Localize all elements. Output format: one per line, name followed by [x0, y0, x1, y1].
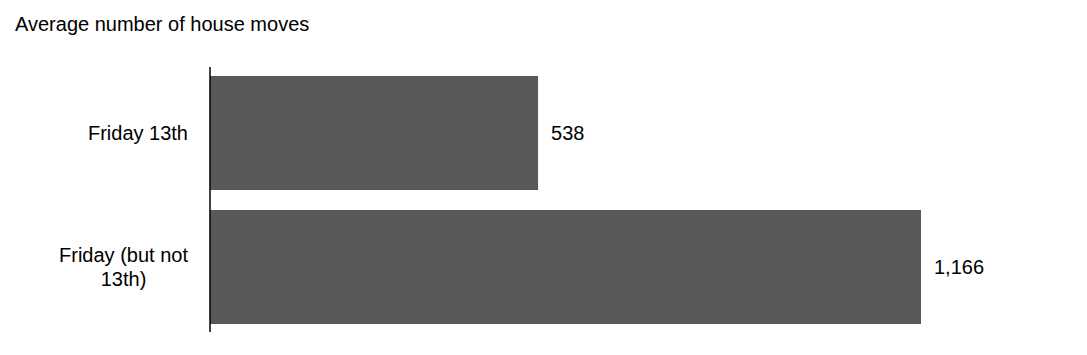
category-label-line: Friday (but not — [59, 244, 188, 266]
category-label-line: Friday 13th — [88, 122, 188, 144]
category-label-line: 13th) — [101, 268, 147, 290]
bars — [210, 76, 921, 324]
category-label: Friday 13th — [88, 122, 188, 144]
bar — [210, 76, 538, 190]
data-label: 538 — [551, 122, 584, 144]
title: Average number of house moves — [15, 13, 309, 35]
chart: Average number of house moves 538 1,166 Fri… — [0, 0, 1087, 355]
y-axis-line — [209, 67, 211, 332]
bar — [210, 210, 921, 324]
category-label: Friday (but not13th) — [59, 244, 188, 290]
data-label: 1,166 — [934, 256, 984, 278]
